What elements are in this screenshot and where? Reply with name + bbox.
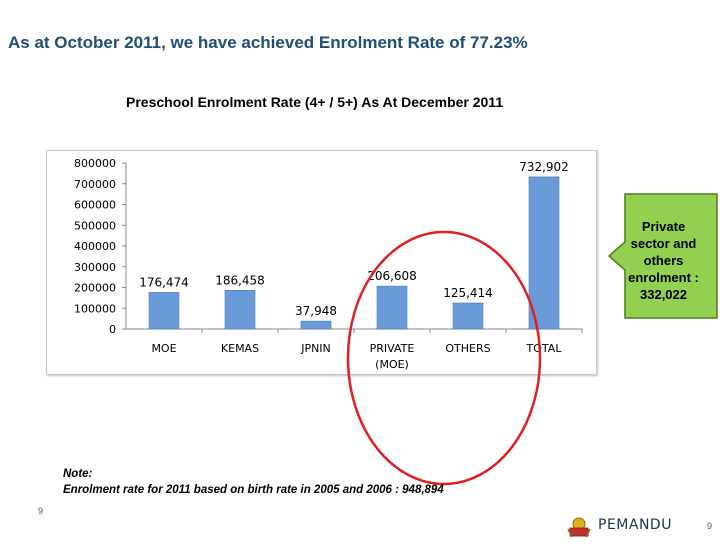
page-number-left: 9	[38, 506, 44, 516]
footnote: Note: Enrolment rate for 2011 based on b…	[63, 466, 444, 498]
data-label: 176,474	[139, 275, 189, 289]
pemandu-logo: PEMANDU	[566, 515, 696, 539]
y-tick-label: 400000	[74, 240, 116, 253]
y-tick-label: 500000	[74, 219, 116, 232]
bar-others	[452, 302, 484, 330]
x-tick-label: JPNIN	[300, 342, 331, 355]
logo-text: PEMANDU	[598, 517, 672, 533]
callout-shape	[607, 193, 718, 319]
slide-title: As at October 2011, we have achieved Enr…	[8, 33, 528, 52]
y-tick-label: 800000	[74, 157, 116, 170]
data-label: 732,902	[519, 160, 569, 174]
x-tick-label: PRIVATE	[370, 342, 415, 355]
y-tick-label: 200000	[74, 282, 116, 295]
x-tick-label: MOE	[151, 342, 176, 355]
x-tick-label: KEMAS	[221, 342, 259, 355]
data-label: 186,458	[215, 273, 265, 287]
y-tick-label: 0	[109, 323, 116, 336]
data-label: 206,608	[367, 269, 417, 283]
bar-private-moe	[376, 285, 408, 330]
highlight-circle	[346, 230, 542, 486]
bar-total	[528, 176, 560, 330]
data-label: 37,948	[295, 304, 337, 318]
y-tick-label: 300000	[74, 261, 116, 274]
note-heading: Note:	[63, 468, 93, 480]
note-text: Enrolment rate for 2011 based on birth r…	[63, 484, 444, 496]
crest-icon	[567, 517, 591, 538]
page-number-right: 9	[707, 521, 713, 531]
y-tick-label: 600000	[74, 199, 116, 212]
x-tick-label: TOTAL	[526, 342, 563, 355]
bar-moe	[148, 292, 180, 330]
bar-kemas	[224, 290, 256, 330]
y-tick-label: 100000	[74, 302, 116, 315]
chart-title: Preschool Enrolment Rate (4+ / 5+) As At…	[126, 94, 504, 110]
bar-jpnin	[300, 320, 332, 330]
x-tick-label: OTHERS	[445, 342, 490, 355]
y-tick-label: 700000	[74, 178, 116, 191]
callout-text: Private sector and others enrolment : 33…	[628, 219, 699, 302]
private-sector-callout: Private sector and others enrolment : 33…	[607, 192, 719, 320]
x-tick-label: (MOE)	[375, 358, 409, 371]
data-label: 125,414	[443, 286, 493, 300]
